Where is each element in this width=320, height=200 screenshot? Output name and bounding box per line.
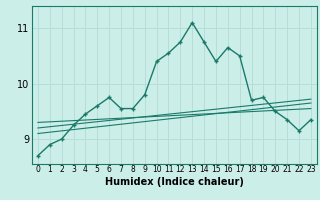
X-axis label: Humidex (Indice chaleur): Humidex (Indice chaleur): [105, 177, 244, 187]
